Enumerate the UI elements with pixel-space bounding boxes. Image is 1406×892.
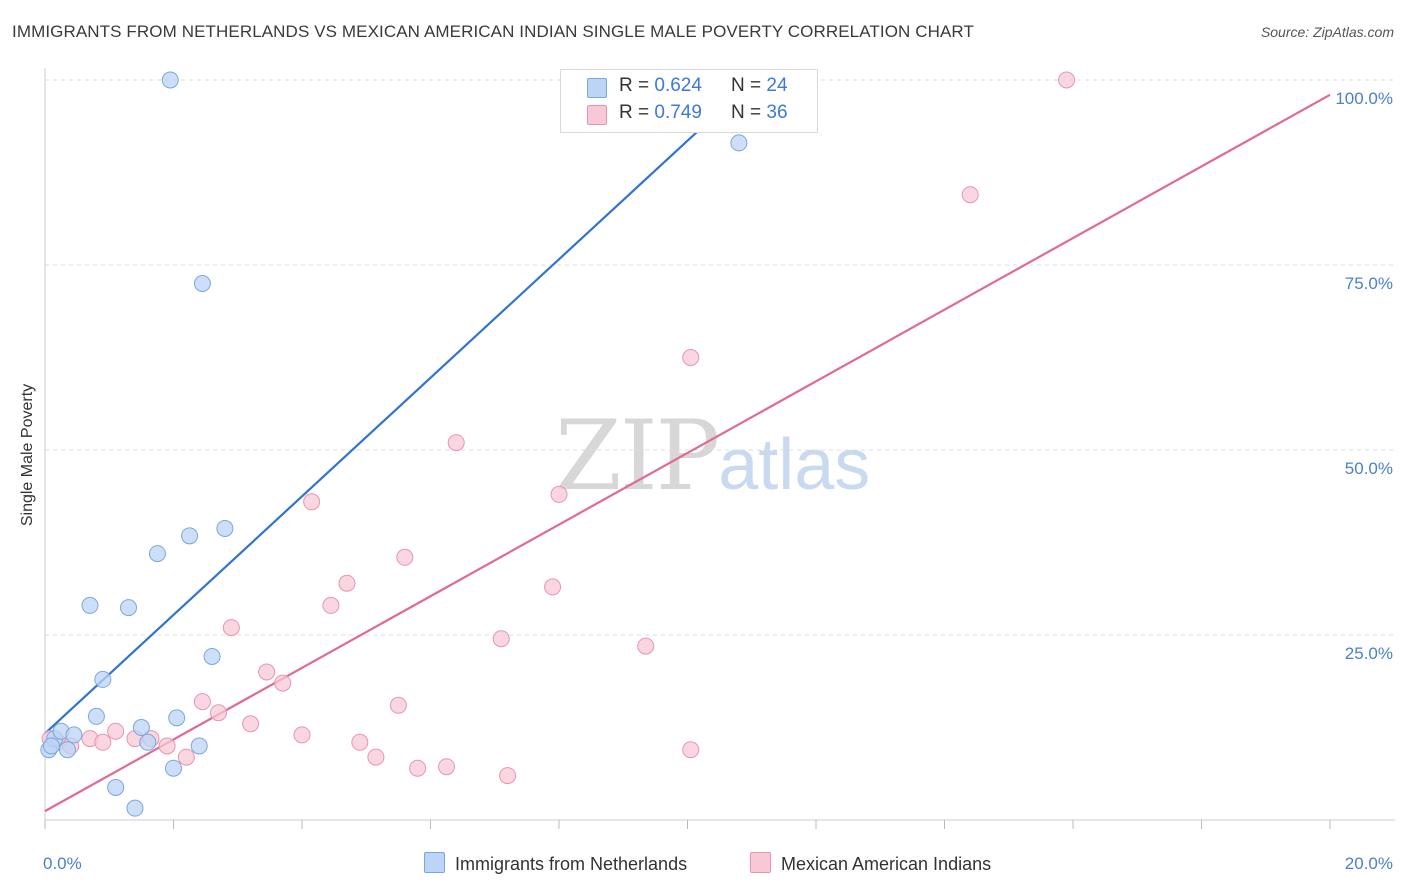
point-netherlands bbox=[216, 519, 234, 537]
point-netherlands bbox=[42, 737, 60, 755]
trend-line-mexican-american-indians bbox=[44, 93, 1331, 813]
zipatlas-watermark: ZIPatlas bbox=[555, 400, 870, 512]
point-mexican-american-indians bbox=[303, 493, 321, 511]
bottom-legend-netherlands: Immigrants from Netherlands bbox=[424, 852, 687, 875]
point-mexican-american-indians bbox=[367, 748, 385, 766]
point-netherlands bbox=[148, 545, 166, 563]
point-mexican-american-indians bbox=[338, 574, 356, 592]
bottom-legend-label-mexican-american-indians: Mexican American Indians bbox=[781, 854, 992, 874]
trend-line-netherlands bbox=[44, 98, 734, 735]
point-netherlands bbox=[65, 726, 83, 744]
point-mexican-american-indians bbox=[409, 759, 427, 777]
x-tick-label-min: 0.0% bbox=[43, 854, 82, 873]
bottom-legend-mexican-american-indians: Mexican American Indians bbox=[750, 852, 991, 875]
point-mexican-american-indians bbox=[209, 704, 227, 722]
point-mexican-american-indians bbox=[637, 637, 655, 655]
bottom-legend-label-netherlands: Immigrants from Netherlands bbox=[455, 854, 688, 874]
point-mexican-american-indians bbox=[1058, 71, 1076, 89]
point-mexican-american-indians bbox=[492, 630, 510, 648]
point-mexican-american-indians bbox=[438, 758, 456, 776]
point-netherlands bbox=[168, 709, 186, 727]
axes bbox=[44, 68, 1395, 829]
bottom-legend-swatch-mexican-american-indians bbox=[750, 852, 771, 873]
point-mexican-american-indians bbox=[544, 578, 562, 596]
point-netherlands bbox=[165, 759, 182, 777]
point-mexican-american-indians bbox=[682, 349, 700, 366]
point-mexican-american-indians bbox=[351, 733, 369, 751]
point-mexican-american-indians bbox=[242, 715, 260, 733]
point-netherlands bbox=[58, 741, 76, 759]
x-tick-label-max: 20.0% bbox=[1345, 854, 1393, 873]
correlation-legend: R = 0.624 N = 24 R = 0.749 N = 36 bbox=[560, 69, 818, 133]
point-mexican-american-indians bbox=[447, 434, 465, 452]
data-points bbox=[40, 71, 1076, 817]
point-mexican-american-indians bbox=[499, 767, 517, 785]
point-mexican-american-indians bbox=[258, 663, 276, 681]
y-tick-label: 75.0% bbox=[1345, 274, 1393, 293]
point-netherlands bbox=[203, 647, 221, 665]
legend-swatch-mexican-american-indians bbox=[587, 105, 607, 125]
point-mexican-american-indians bbox=[222, 619, 240, 637]
point-mexican-american-indians bbox=[293, 726, 311, 744]
point-netherlands bbox=[107, 778, 125, 796]
point-mexican-american-indians bbox=[322, 596, 340, 614]
point-mexican-american-indians bbox=[193, 693, 211, 711]
legend-swatch-netherlands bbox=[587, 78, 607, 98]
point-mexican-american-indians bbox=[107, 722, 125, 740]
tick-labels: 25.0% 50.0% 75.0% 100.0% 0.0% 20.0% bbox=[43, 89, 1393, 873]
point-netherlands bbox=[161, 71, 179, 89]
legend-r-label: R = bbox=[619, 75, 655, 96]
point-netherlands bbox=[181, 527, 199, 545]
legend-r-value: 0.749 bbox=[654, 102, 702, 123]
point-netherlands bbox=[132, 719, 150, 736]
point-netherlands bbox=[87, 707, 105, 725]
point-mexican-american-indians bbox=[389, 696, 407, 714]
legend-n-label: N = bbox=[731, 102, 767, 123]
legend-n-value: 36 bbox=[766, 102, 788, 123]
legend-r-label: R = bbox=[619, 102, 655, 123]
y-axis-label: Single Male Poverty bbox=[19, 383, 36, 527]
y-tick-label: 50.0% bbox=[1345, 459, 1393, 478]
watermark-zip: ZIP bbox=[555, 400, 720, 512]
point-mexican-american-indians bbox=[94, 733, 112, 751]
bottom-legend-swatch-netherlands bbox=[424, 852, 445, 873]
point-netherlands bbox=[94, 670, 112, 688]
chart-title: IMMIGRANTS FROM NETHERLANDS VS MEXICAN A… bbox=[12, 22, 974, 41]
point-mexican-american-indians bbox=[396, 548, 414, 566]
y-tick-label: 25.0% bbox=[1345, 644, 1393, 663]
point-mexican-american-indians bbox=[961, 186, 979, 204]
y-tick-label: 100.0% bbox=[1335, 89, 1393, 108]
point-netherlands bbox=[730, 134, 748, 152]
trend-lines bbox=[44, 93, 1331, 813]
point-mexican-american-indians bbox=[682, 741, 700, 759]
grid-lines bbox=[45, 79, 1395, 636]
point-netherlands bbox=[81, 596, 99, 614]
legend-n-label: N = bbox=[731, 75, 767, 96]
point-netherlands bbox=[193, 275, 211, 292]
legend-r-value: 0.624 bbox=[654, 75, 702, 96]
point-mexican-american-indians bbox=[274, 674, 292, 692]
source-label: Source: ZipAtlas.com bbox=[1260, 24, 1394, 40]
point-netherlands bbox=[190, 737, 208, 755]
point-mexican-american-indians bbox=[550, 485, 568, 503]
watermark-atlas: atlas bbox=[718, 425, 871, 505]
point-netherlands bbox=[126, 799, 144, 817]
point-mexican-american-indians bbox=[177, 748, 195, 766]
point-mexican-american-indians bbox=[158, 737, 176, 755]
point-netherlands bbox=[139, 733, 157, 751]
point-netherlands bbox=[120, 599, 138, 617]
legend-n-value: 24 bbox=[766, 75, 788, 96]
